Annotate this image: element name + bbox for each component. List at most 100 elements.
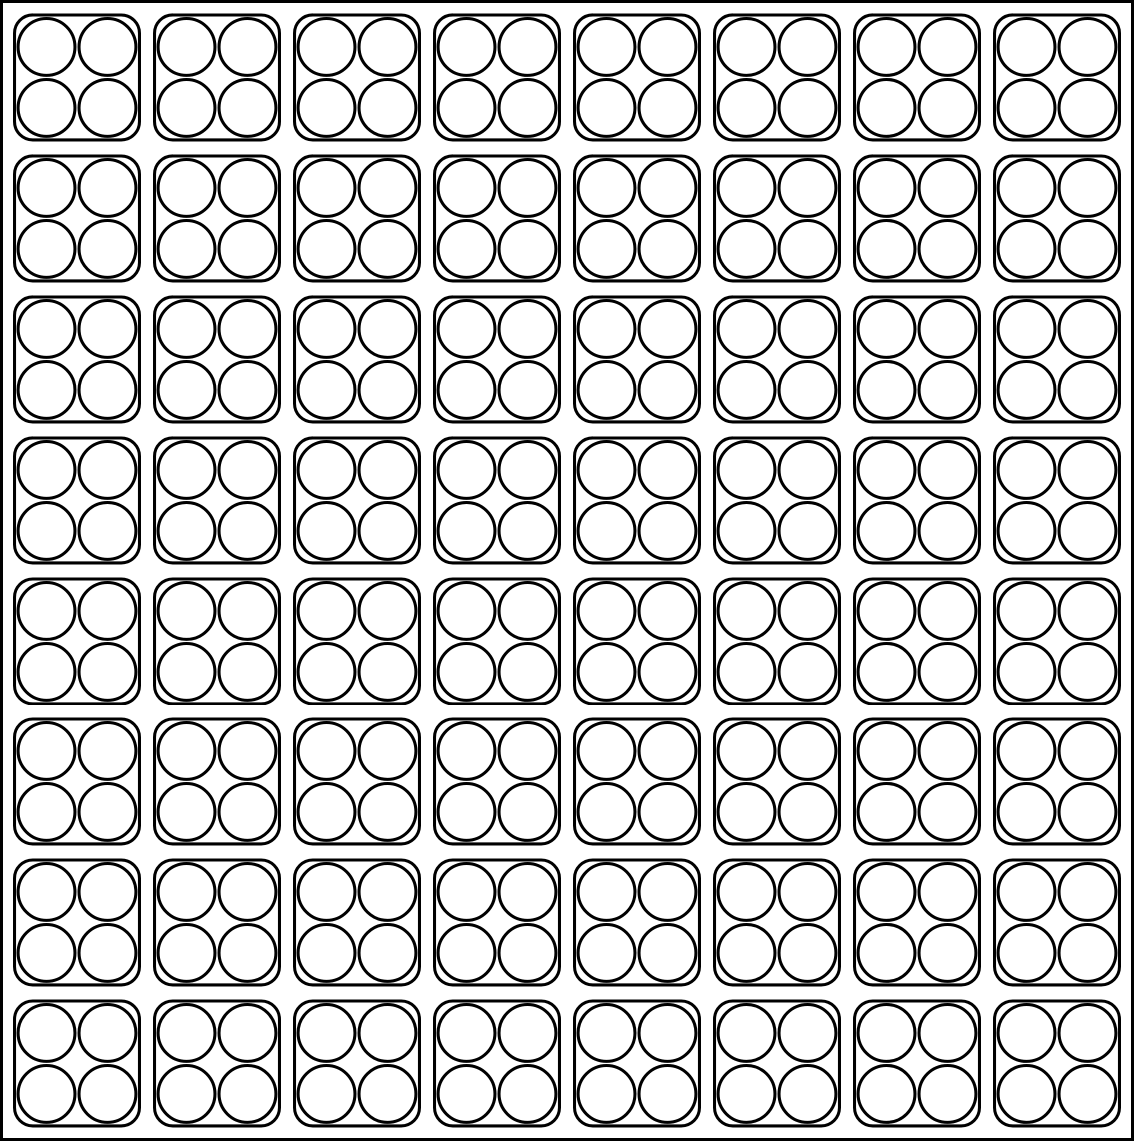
tile-circle xyxy=(998,502,1055,559)
tile xyxy=(853,858,981,987)
tile-circle xyxy=(578,79,635,136)
tile-circle xyxy=(18,502,75,559)
tile-circle xyxy=(639,864,696,921)
tile-svg xyxy=(13,858,141,987)
tile-svg xyxy=(993,295,1121,424)
tile-circle xyxy=(858,441,915,498)
tile-svg xyxy=(713,717,841,846)
tile-circle xyxy=(359,864,416,921)
tile xyxy=(993,154,1121,283)
tile-circle xyxy=(998,1066,1055,1123)
tile-circle xyxy=(639,361,696,418)
tile-circle xyxy=(919,864,976,921)
tile-circle xyxy=(298,784,355,841)
tile-svg xyxy=(573,13,701,142)
tile-circle xyxy=(359,19,416,76)
tile-circle xyxy=(18,1005,75,1062)
tile-svg xyxy=(293,436,421,565)
tile-circle xyxy=(219,19,276,76)
tile-svg xyxy=(13,154,141,283)
tile-circle xyxy=(499,582,556,639)
tile-circle xyxy=(919,361,976,418)
tile-circle xyxy=(1059,723,1116,780)
tile-circle xyxy=(718,925,775,982)
tile-circle xyxy=(919,502,976,559)
tile-circle xyxy=(298,643,355,700)
tile-svg xyxy=(993,577,1121,706)
tile xyxy=(13,13,141,142)
tile-circle xyxy=(18,79,75,136)
tile-circle xyxy=(639,784,696,841)
tile xyxy=(293,436,421,565)
tile-circle xyxy=(79,79,136,136)
tile xyxy=(13,858,141,987)
tile-circle xyxy=(998,784,1055,841)
tile xyxy=(153,999,281,1128)
tile-circle xyxy=(438,864,495,921)
tile-circle xyxy=(858,300,915,357)
tile-circle xyxy=(639,79,696,136)
tile-svg xyxy=(433,154,561,283)
tile xyxy=(433,717,561,846)
tile-circle xyxy=(298,582,355,639)
tile-circle xyxy=(858,643,915,700)
tile-circle xyxy=(79,864,136,921)
tile-circle xyxy=(298,159,355,216)
tile xyxy=(573,577,701,706)
tile-svg xyxy=(853,13,981,142)
tile-circle xyxy=(298,19,355,76)
tile-circle xyxy=(359,723,416,780)
tile-circle xyxy=(359,361,416,418)
tile xyxy=(713,858,841,987)
tile-circle xyxy=(298,441,355,498)
tile xyxy=(13,999,141,1128)
tile xyxy=(153,717,281,846)
tile-circle xyxy=(359,784,416,841)
tile-circle xyxy=(18,159,75,216)
tile-circle xyxy=(718,643,775,700)
tile-circle xyxy=(998,361,1055,418)
tile-svg xyxy=(713,999,841,1128)
tile-circle xyxy=(18,220,75,277)
tile-svg xyxy=(853,436,981,565)
tile-circle xyxy=(438,784,495,841)
tile-svg xyxy=(993,154,1121,283)
tile-circle xyxy=(79,1005,136,1062)
tile-circle xyxy=(578,502,635,559)
tile-circle xyxy=(359,1005,416,1062)
tile-svg xyxy=(293,999,421,1128)
tile-circle xyxy=(298,1066,355,1123)
tile xyxy=(433,577,561,706)
tile-svg xyxy=(433,295,561,424)
tile-circle xyxy=(219,925,276,982)
tile-circle xyxy=(359,1066,416,1123)
tile xyxy=(153,154,281,283)
tile-circle xyxy=(779,220,836,277)
tile-circle xyxy=(359,159,416,216)
tile xyxy=(293,717,421,846)
tile-circle xyxy=(998,864,1055,921)
tile-circle xyxy=(499,864,556,921)
tile-circle xyxy=(158,643,215,700)
tile-circle xyxy=(779,361,836,418)
tile xyxy=(153,577,281,706)
tile-circle xyxy=(18,1066,75,1123)
tile-svg xyxy=(293,154,421,283)
tile-circle xyxy=(158,19,215,76)
tile-circle xyxy=(298,300,355,357)
tile xyxy=(713,295,841,424)
tile-circle xyxy=(438,79,495,136)
tile-circle xyxy=(18,864,75,921)
tile-svg xyxy=(713,577,841,706)
tile-circle xyxy=(718,864,775,921)
tile-circle xyxy=(18,361,75,418)
tile-circle xyxy=(858,723,915,780)
tile-circle xyxy=(779,925,836,982)
tile-svg xyxy=(293,295,421,424)
tile-circle xyxy=(359,79,416,136)
tile-svg xyxy=(13,295,141,424)
tile-circle xyxy=(298,220,355,277)
tile-circle xyxy=(79,300,136,357)
tile-circle xyxy=(79,723,136,780)
tile xyxy=(853,436,981,565)
